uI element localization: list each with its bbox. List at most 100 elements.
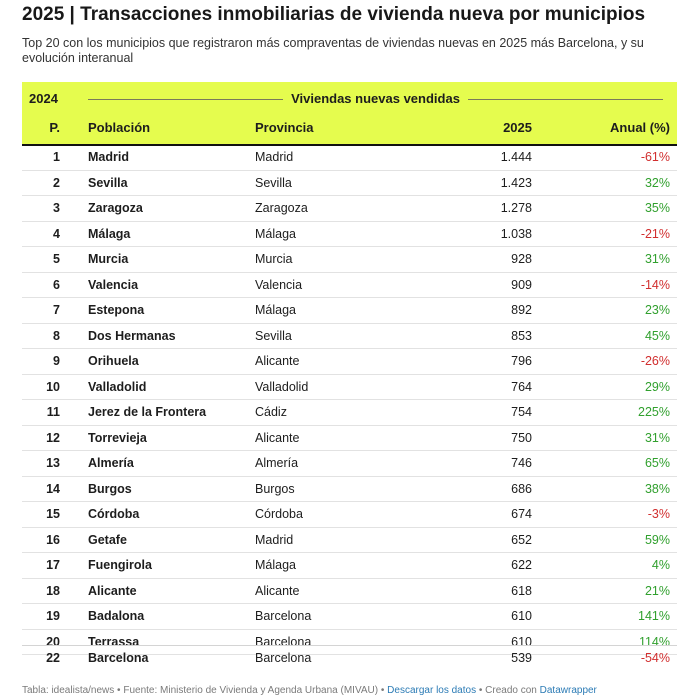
cell-p: 13 <box>46 456 60 470</box>
cell-provincia: Valladolid <box>255 379 309 394</box>
cell-poblacion: Madrid <box>88 150 129 164</box>
header-group-label: Viviendas nuevas vendidas <box>283 91 468 107</box>
cell-anual: -3% <box>647 507 670 521</box>
col-header-p[interactable]: P. <box>49 120 60 135</box>
cell-p: 22 <box>46 651 60 665</box>
cell-provincia: Alicante <box>255 354 300 368</box>
cell-2025: 1.278 <box>500 201 532 215</box>
table-row-barcelona: 22 Barcelona Barcelona 539 -54% <box>22 646 677 670</box>
col-header-poblacion[interactable]: Población <box>88 120 151 135</box>
cell-2025: 618 <box>511 583 532 598</box>
cell-anual: -14% <box>640 277 670 292</box>
download-data-link[interactable]: Descargar los datos <box>387 685 477 696</box>
table-row: 15 Córdoba Córdoba 674 -3% <box>22 502 677 528</box>
cell-provincia: Barcelona <box>255 609 312 623</box>
table-row: 14 Burgos Burgos 686 38% <box>22 477 677 502</box>
cell-anual: -54% <box>640 651 670 665</box>
cell-2025: 928 <box>511 252 532 266</box>
table-row: 11 Jerez de la Frontera Cádiz 754 225% <box>22 400 677 426</box>
cell-anual: 32% <box>644 175 670 190</box>
cell-provincia: Sevilla <box>255 328 292 343</box>
cell-p: 7 <box>53 303 60 317</box>
col-header-provincia[interactable]: Provincia <box>255 120 314 135</box>
cell-provincia: Burgos <box>255 481 295 496</box>
cell-provincia: Málaga <box>255 303 296 317</box>
header-columns: P. Población Provincia 2025 Anual (%) <box>22 120 677 138</box>
cell-2025: 1.038 <box>500 226 532 241</box>
table-row: 16 Getafe Madrid 652 59% <box>22 528 677 553</box>
cell-anual: 45% <box>644 328 670 343</box>
cell-p: 5 <box>53 252 60 266</box>
cell-provincia: Barcelona <box>255 651 312 665</box>
cell-p: 8 <box>53 328 60 343</box>
cell-p: 3 <box>53 201 60 215</box>
cell-anual: 35% <box>644 201 670 215</box>
cell-poblacion: Jerez de la Frontera <box>88 405 207 419</box>
cell-2025: 686 <box>511 481 532 496</box>
cell-poblacion: Badalona <box>88 609 145 623</box>
footer-source: Tabla: idealista/news • Fuente: Minister… <box>22 685 388 696</box>
cell-p: 18 <box>46 583 60 598</box>
table-row: 4 Málaga Málaga 1.038 -21% <box>22 222 677 247</box>
cell-poblacion: Málaga <box>88 226 131 241</box>
table-extra: 22 Barcelona Barcelona 539 -54% <box>22 645 677 670</box>
cell-poblacion: Dos Hermanas <box>88 328 176 343</box>
cell-anual: 23% <box>644 303 670 317</box>
cell-2025: 754 <box>511 405 532 419</box>
cell-2025: 796 <box>511 354 532 368</box>
table-row: 1 Madrid Madrid 1.444 -61% <box>22 145 677 171</box>
cell-anual: 225% <box>638 405 670 419</box>
cell-p: 15 <box>46 507 60 521</box>
table-row: 7 Estepona Málaga 892 23% <box>22 298 677 324</box>
cell-provincia: Córdoba <box>255 507 303 521</box>
cell-provincia: Madrid <box>255 532 294 547</box>
cell-poblacion: Valladolid <box>88 379 147 394</box>
cell-poblacion: Burgos <box>88 481 132 496</box>
cell-2025: 892 <box>511 303 532 317</box>
cell-poblacion: Valencia <box>88 277 139 292</box>
cell-2025: 652 <box>511 532 532 547</box>
cell-2025: 853 <box>511 328 532 343</box>
cell-2025: 539 <box>511 651 532 665</box>
cell-p: 6 <box>53 277 60 292</box>
cell-provincia: Alicante <box>255 430 300 445</box>
cell-2025: 674 <box>511 507 532 521</box>
cell-p: 14 <box>46 481 60 496</box>
cell-anual: 31% <box>644 430 670 445</box>
cell-anual: 21% <box>644 583 670 598</box>
table-row: 8 Dos Hermanas Sevilla 853 45% <box>22 324 677 349</box>
cell-poblacion: Torrevieja <box>88 430 147 445</box>
col-header-2025[interactable]: 2025 <box>503 120 532 135</box>
cell-provincia: Málaga <box>255 558 296 572</box>
cell-poblacion: Estepona <box>88 303 145 317</box>
datawrapper-link[interactable]: Datawrapper <box>539 685 597 696</box>
header-year: 2024 <box>29 91 58 106</box>
cell-provincia: Murcia <box>255 252 293 266</box>
table-row: 18 Alicante Alicante 618 21% <box>22 579 677 604</box>
cell-provincia: Alicante <box>255 583 300 598</box>
cell-poblacion: Fuengirola <box>88 558 152 572</box>
cell-anual: 38% <box>644 481 670 496</box>
cell-provincia: Valencia <box>255 277 303 292</box>
cell-p: 10 <box>46 379 60 394</box>
cell-anual: -61% <box>640 150 670 164</box>
table-row: 5 Murcia Murcia 928 31% <box>22 247 677 273</box>
cell-provincia: Sevilla <box>255 175 292 190</box>
table-row: 17 Fuengirola Málaga 622 4% <box>22 553 677 579</box>
cell-poblacion: Getafe <box>88 532 127 547</box>
cell-p: 16 <box>46 532 60 547</box>
cell-2025: 750 <box>511 430 532 445</box>
cell-provincia: Zaragoza <box>255 201 308 215</box>
cell-poblacion: Almería <box>88 456 134 470</box>
table-row: 9 Orihuela Alicante 796 -26% <box>22 349 677 375</box>
cell-anual: 4% <box>651 558 670 572</box>
cell-p: 12 <box>46 430 60 445</box>
table-row: 2 Sevilla Sevilla 1.423 32% <box>22 171 677 196</box>
page-subtitle: Top 20 con los municipios que registraro… <box>22 36 644 65</box>
cell-poblacion: Zaragoza <box>88 201 143 215</box>
cell-anual: 141% <box>638 609 670 623</box>
col-header-anual[interactable]: Anual (%) <box>610 120 670 135</box>
cell-p: 11 <box>46 405 60 419</box>
table-row: 10 Valladolid Valladolid 764 29% <box>22 375 677 400</box>
